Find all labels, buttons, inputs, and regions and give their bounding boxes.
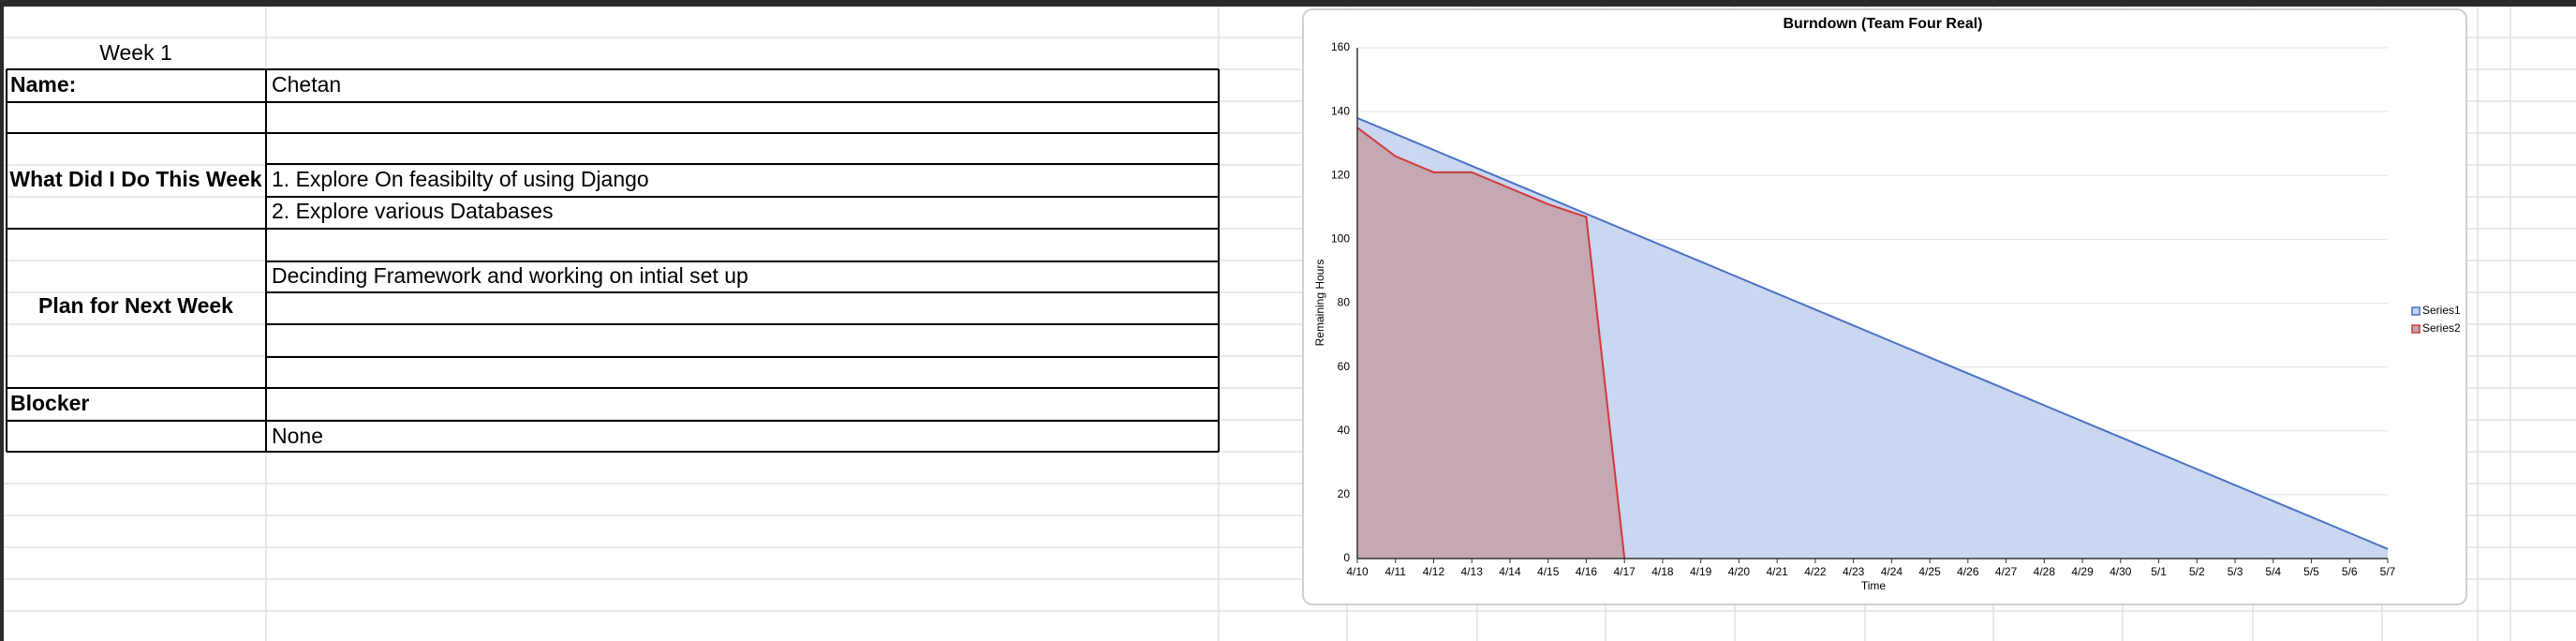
x-tick-label: 4/10 — [1346, 565, 1369, 578]
heading: Week 1 — [99, 40, 172, 65]
x-tick-label: 5/7 — [2380, 565, 2396, 578]
plan-label: Plan for Next Week — [38, 293, 233, 318]
x-tick-label: 4/20 — [1728, 565, 1751, 578]
x-tick-label: 4/19 — [1690, 565, 1712, 578]
done-label: What Did I Do This Week — [9, 167, 261, 191]
x-tick-label: 5/5 — [2303, 565, 2319, 578]
y-tick-label: 140 — [1331, 104, 1350, 117]
y-tick-label: 0 — [1343, 551, 1350, 564]
y-tick-label: 120 — [1331, 168, 1350, 181]
name-label: Name: — [10, 72, 76, 97]
legend-swatch — [2411, 324, 2421, 334]
y-tick-label: 20 — [1338, 487, 1351, 500]
x-tick-label: 5/6 — [2342, 565, 2358, 578]
plan-item: Decinding Framework and working on intia… — [272, 263, 748, 288]
y-tick-label: 160 — [1331, 40, 1350, 53]
y-tick-label: 60 — [1338, 360, 1351, 373]
x-tick-label: 4/22 — [1804, 565, 1827, 578]
x-tick-label: 5/3 — [2228, 565, 2243, 578]
done-item: 1. Explore On feasibilty of using Django — [272, 167, 649, 191]
x-tick-label: 4/30 — [2110, 565, 2132, 578]
x-tick-label: 4/25 — [1918, 565, 1941, 578]
area — [1357, 117, 2388, 559]
table: Week 1 Name: Chetan What Did I Do This W… — [6, 40, 1220, 453]
x-tick-label: 4/12 — [1423, 565, 1445, 578]
x-tick-label: 4/26 — [1957, 565, 1979, 578]
x-tick-label: 5/1 — [2151, 565, 2167, 578]
x-tick-label: 4/14 — [1499, 565, 1521, 578]
x-tick-label: 4/17 — [1614, 565, 1636, 578]
x-tick-label: 4/18 — [1651, 565, 1674, 578]
x-tick-label: 4/27 — [1995, 565, 2018, 578]
x-tick-label: 4/24 — [1881, 565, 1903, 578]
x-axis-label: Time — [1861, 579, 1887, 592]
y-tick-label: 80 — [1338, 296, 1351, 309]
x-tick-label: 4/28 — [2034, 565, 2056, 578]
legend-swatch — [2411, 306, 2421, 316]
line — [1356, 127, 1626, 559]
blocker-label: Blocker — [10, 391, 89, 415]
x-tick-label: 4/13 — [1461, 565, 1484, 578]
y-axis-label: Remaining Hours — [1313, 260, 1326, 347]
x-tick-label: 4/11 — [1385, 565, 1407, 578]
left-bar — [0, 0, 4, 641]
legend-label: Series2 — [2422, 321, 2461, 335]
x-tick-label: 5/4 — [2265, 565, 2281, 578]
blocker: None — [272, 424, 323, 448]
top-bar — [0, 0, 2576, 7]
x-tick-label: 4/23 — [1843, 565, 1865, 578]
x-tick-label: 5/2 — [2189, 565, 2205, 578]
name: Chetan — [272, 72, 341, 97]
x-tick-label: 4/21 — [1766, 565, 1788, 578]
done-item: 2. Explore various Databases — [272, 199, 553, 223]
y-tick-label: 100 — [1331, 232, 1350, 246]
chart: Burndown (Team Four Real) Time Remaining… — [1313, 16, 2461, 592]
area — [1357, 127, 1625, 559]
legend-label: Series1 — [2422, 304, 2461, 317]
line — [1356, 117, 2389, 550]
y-tick-label: 40 — [1338, 424, 1351, 437]
x-tick-label: 4/15 — [1537, 565, 1560, 578]
x-tick-label: 4/16 — [1576, 565, 1598, 578]
x-tick-label: 4/29 — [2071, 565, 2094, 578]
chart-title: Burndown (Team Four Real) — [1783, 16, 1982, 32]
